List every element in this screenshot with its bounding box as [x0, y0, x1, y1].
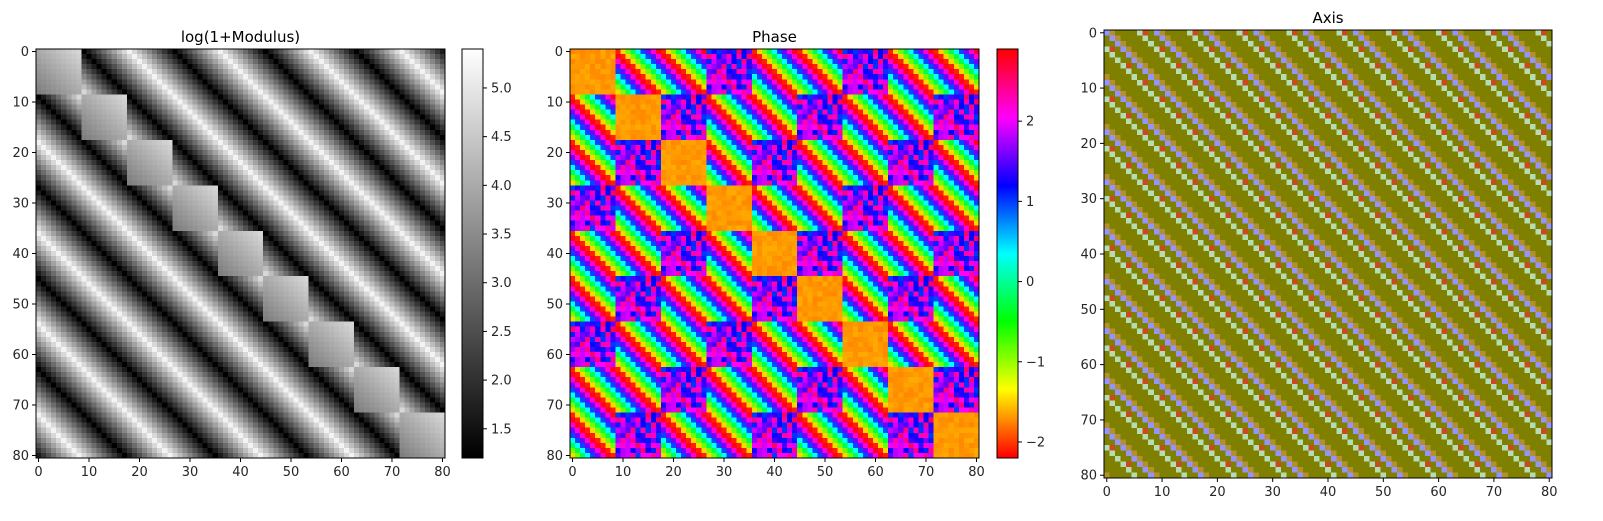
x-tick-label: 70 [1486, 485, 1503, 500]
colorbar-gradient [997, 49, 1018, 458]
x-tick-label: 0 [34, 465, 42, 480]
chart-title: Phase [752, 28, 797, 46]
x-tick-label: 0 [1103, 485, 1111, 500]
x-tick-label: 50 [1375, 485, 1392, 500]
x-tick-label: 70 [918, 465, 935, 480]
x-tick-label: 80 [968, 465, 985, 480]
y-tick-label: 60 [546, 348, 563, 363]
y-tick-label: 60 [1080, 358, 1097, 373]
x-tick-label: 10 [1154, 485, 1171, 500]
x-tick-label: 50 [817, 465, 834, 480]
y-tick-label: 70 [546, 398, 563, 413]
x-tick-label: 20 [131, 465, 148, 480]
y-tick-label: 50 [546, 297, 563, 312]
x-tick-label: 80 [1541, 485, 1558, 500]
heatmap-cells [1104, 30, 1552, 478]
y-tick-label: 70 [1080, 413, 1097, 428]
colorbar-tick-label: 2.0 [491, 374, 512, 389]
y-tick-label: 10 [1080, 82, 1097, 97]
y-tick-label: 20 [12, 146, 29, 161]
y-tick-label: 50 [12, 297, 29, 312]
x-tick-label: 80 [434, 465, 451, 480]
colorbar-frame [461, 48, 484, 459]
y-tick-label: 20 [546, 146, 563, 161]
x-tick-label: 60 [333, 465, 350, 480]
y-tick-label: 30 [1080, 192, 1097, 207]
y-tick-label: 0 [555, 45, 563, 60]
colorbar-tick-label: 3.5 [491, 228, 512, 243]
y-tick-label: 50 [1080, 303, 1097, 318]
colorbar-tick-label: −2 [1026, 435, 1045, 450]
colorbar-tick-label: 1 [1026, 195, 1034, 210]
colorbar-tick-label: 0 [1026, 275, 1034, 290]
y-tick-label: 80 [546, 449, 563, 464]
chart-title: log(1+Modulus) [181, 28, 300, 46]
x-tick-label: 40 [232, 465, 249, 480]
x-tick-label: 60 [1430, 485, 1447, 500]
y-tick-label: 10 [12, 96, 29, 111]
heatmap-cells [570, 49, 979, 458]
y-tick-label: 60 [12, 348, 29, 363]
colorbar-tick-label: 3.0 [491, 276, 512, 291]
x-tick-label: 10 [81, 465, 98, 480]
y-tick-label: 40 [546, 247, 563, 262]
x-tick-label: 40 [766, 465, 783, 480]
y-tick-label: 0 [21, 45, 29, 60]
y-tick-label: 0 [1089, 26, 1097, 41]
x-tick-label: 20 [1209, 485, 1226, 500]
x-tick-label: 50 [283, 465, 300, 480]
x-tick-label: 30 [1264, 485, 1281, 500]
x-tick-label: 0 [568, 465, 576, 480]
y-tick-label: 10 [546, 96, 563, 111]
y-tick-label: 30 [12, 197, 29, 212]
colorbar-tick-label: −1 [1026, 355, 1045, 370]
y-tick-label: 30 [546, 197, 563, 212]
y-tick-label: 80 [1080, 469, 1097, 484]
colorbar-gradient [462, 49, 483, 458]
y-tick-label: 20 [1080, 137, 1097, 152]
colorbar-frame [996, 48, 1019, 459]
y-tick-label: 40 [1080, 248, 1097, 263]
colorbar-tick-label: 2 [1026, 115, 1034, 130]
colorbar-tick-label: 1.5 [491, 422, 512, 437]
heatmap-cells [36, 49, 445, 458]
x-tick-label: 30 [182, 465, 199, 480]
y-tick-label: 80 [12, 449, 29, 464]
colorbar-tick-label: 4.0 [491, 179, 512, 194]
chart-title: Axis [1312, 9, 1343, 27]
x-tick-label: 40 [1320, 485, 1337, 500]
colorbar-tick-label: 5.0 [491, 81, 512, 96]
x-tick-label: 30 [716, 465, 733, 480]
x-tick-label: 60 [867, 465, 884, 480]
x-tick-label: 10 [615, 465, 632, 480]
x-tick-label: 20 [665, 465, 682, 480]
y-tick-label: 40 [12, 247, 29, 262]
colorbar-tick-label: 4.5 [491, 130, 512, 145]
colorbar-tick-label: 2.5 [491, 325, 512, 340]
x-tick-label: 70 [384, 465, 401, 480]
y-tick-label: 70 [12, 398, 29, 413]
